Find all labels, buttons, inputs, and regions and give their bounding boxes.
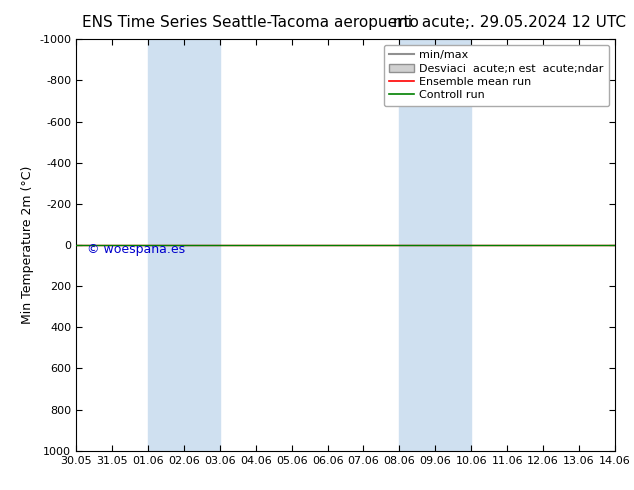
Bar (399, 39, 471, 451)
Text: © woespana.es: © woespana.es (87, 243, 185, 256)
Legend: min/max, Desviaci  acute;n est  acute;ndar, Ensemble mean run, Controll run: min/max, Desviaci acute;n est acute;ndar… (384, 45, 609, 106)
Y-axis label: Min Temperature 2m (°C): Min Temperature 2m (°C) (21, 166, 34, 324)
Text: ENS Time Series Seattle-Tacoma aeropuerto: ENS Time Series Seattle-Tacoma aeropuert… (82, 15, 419, 30)
Text: mi  acute;. 29.05.2024 12 UTC: mi acute;. 29.05.2024 12 UTC (393, 15, 626, 30)
Bar (148, 39, 220, 451)
